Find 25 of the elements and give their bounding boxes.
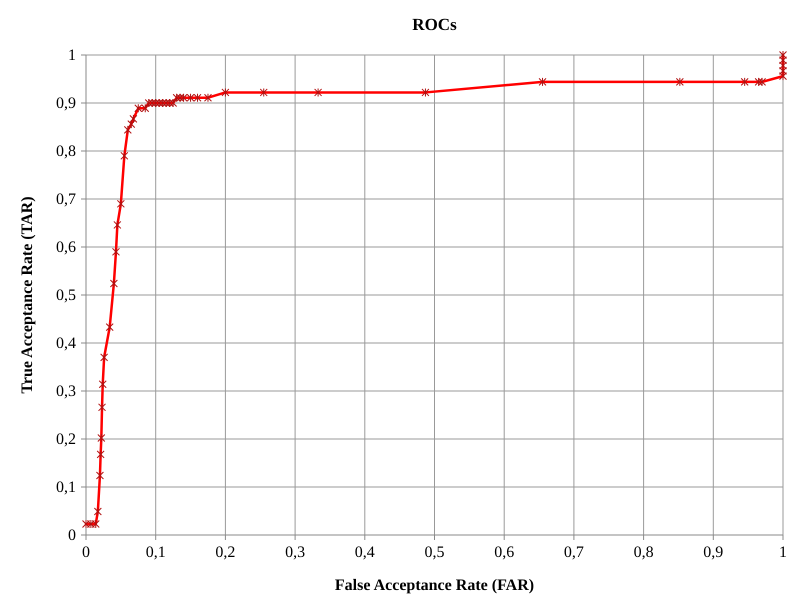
- x-tick-label: 1: [779, 544, 787, 561]
- chart-title: ROCs: [412, 15, 458, 34]
- x-tick-label: 0,1: [146, 544, 166, 561]
- x-tick-label: 0,7: [564, 544, 584, 561]
- y-tick-label: 0: [68, 527, 76, 544]
- x-tick-label: 0: [82, 544, 90, 561]
- y-tick-label: 0,1: [56, 479, 76, 496]
- x-tick-label: 0,4: [354, 544, 375, 561]
- x-tick-label: 0,3: [285, 544, 306, 561]
- y-tick-label: 0,6: [56, 239, 76, 256]
- x-tick-label: 0,8: [634, 544, 654, 561]
- x-tick-label: 0,5: [424, 544, 444, 561]
- y-tick-label: 0,7: [56, 191, 76, 208]
- y-tick-label: 0,2: [56, 431, 76, 448]
- y-axis-title: True Acceptance Rate (TAR): [19, 196, 36, 394]
- y-tick-label: 0,3: [56, 383, 76, 400]
- x-tick-label: 0,2: [215, 544, 236, 561]
- y-tick-label: 0,4: [56, 335, 76, 352]
- x-tick-label: 0,9: [703, 544, 724, 561]
- y-tick-label: 0,9: [56, 95, 76, 112]
- y-tick-label: 0,8: [56, 143, 76, 160]
- x-tick-label: 0,6: [494, 544, 514, 561]
- x-axis-title: False Acceptance Rate (FAR): [334, 577, 534, 594]
- y-tick-label: 0,5: [56, 287, 76, 304]
- y-tick-label: 1: [68, 47, 76, 64]
